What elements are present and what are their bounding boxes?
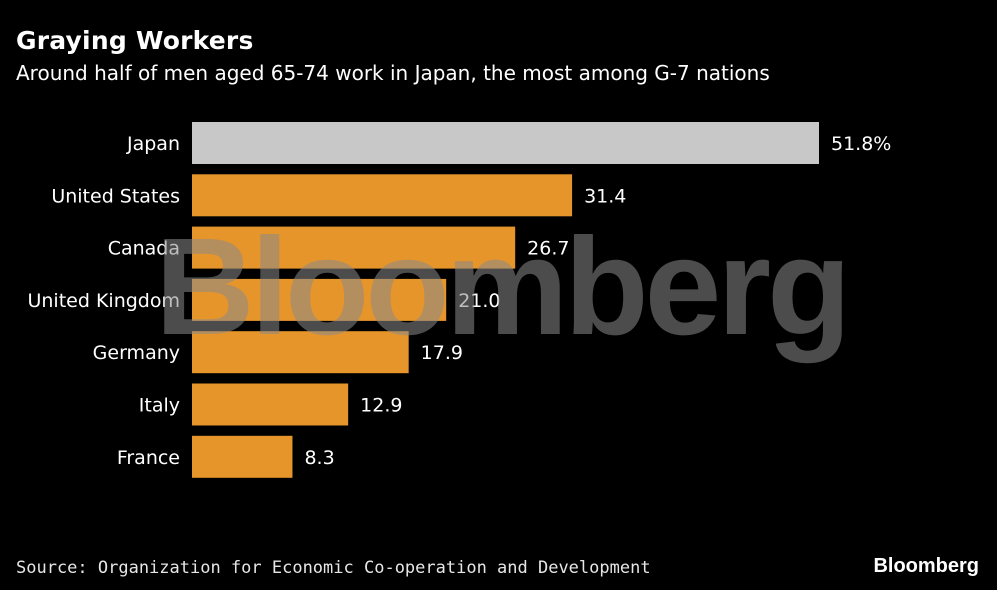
category-label: United States	[51, 185, 180, 207]
bar-italy	[192, 383, 349, 426]
bar-chart: Japan 51.8% United States 31.4 Canada 26.7 Uni…	[27, 122, 891, 478]
bar-canada	[192, 226, 516, 269]
category-label: United Kingdom	[27, 290, 180, 312]
bar-united-kingdom	[192, 278, 447, 321]
chart-subtitle: Around half of men aged 65-74 work in Ja…	[16, 61, 770, 85]
value-label: 12.9	[360, 395, 402, 417]
bloomberg-logo: Bloomberg	[873, 555, 979, 577]
value-label: 31.4	[584, 185, 626, 207]
category-label: Italy	[139, 395, 180, 417]
value-label: 26.7	[527, 238, 569, 260]
value-label: 8.3	[304, 447, 334, 469]
bar-united-states	[192, 174, 573, 217]
value-label: 51.8%	[831, 133, 891, 155]
chart-title: Graying Workers	[16, 26, 254, 55]
category-label: France	[117, 447, 180, 469]
value-label: 21.0	[458, 290, 500, 312]
source-note: Source: Organization for Economic Co-ope…	[16, 558, 651, 578]
bar-japan	[192, 122, 819, 164]
value-label: 17.9	[421, 342, 463, 364]
category-label: Japan	[126, 133, 180, 155]
category-label: Canada	[108, 238, 180, 260]
category-label: Germany	[93, 342, 180, 364]
bar-france	[192, 435, 293, 478]
bar-germany	[192, 331, 409, 374]
